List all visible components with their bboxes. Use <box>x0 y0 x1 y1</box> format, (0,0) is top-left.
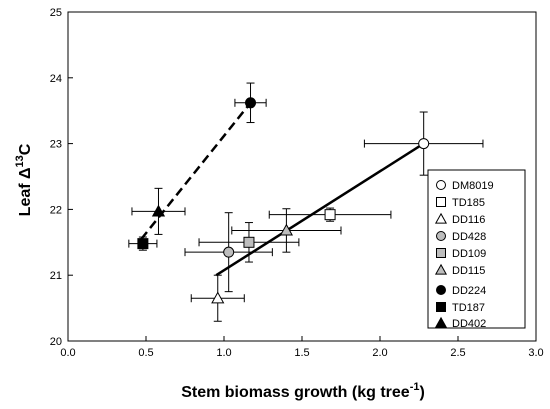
point-TD185 <box>324 209 336 221</box>
legend-items: DM8019 TD185 DD116 DD428 DD109 DD115 DD224 TD18… <box>434 180 494 330</box>
legend-label-DD402: DD402 <box>452 318 486 330</box>
legend-marker-TD187 <box>436 302 446 312</box>
legend-label-DD109: DD109 <box>452 248 486 260</box>
fit-lines <box>140 102 425 277</box>
legend-label-DM8019: DM8019 <box>452 180 494 192</box>
y-tick-label: 24 <box>50 73 62 85</box>
y-axis-title-tail: C <box>17 143 34 155</box>
legend-label-TD185: TD185 <box>452 197 485 209</box>
data-points <box>137 97 430 304</box>
x-axis-title-tail: ) <box>419 384 424 401</box>
y-tick-label: 23 <box>50 139 62 151</box>
x-tick-label: 2.0 <box>372 347 387 359</box>
legend: DM8019 TD185 DD116 DD428 DD109 DD115 DD224 TD18… <box>427 169 526 330</box>
x-tick-label: 1.5 <box>294 347 309 359</box>
point-DD402 <box>151 204 166 217</box>
tick-labels: 0.0 0.5 1.0 1.5 2.0 2.5 3.0 20 21 22 23 24 25 <box>50 7 544 359</box>
point-TD187 <box>137 238 149 250</box>
legend-marker-DD115 <box>434 263 448 275</box>
legend-label-DD428: DD428 <box>452 231 486 243</box>
point-DD428 <box>223 246 235 258</box>
legend-marker-DD428 <box>436 231 446 241</box>
x-axis-title: Stem biomass growth (kg tree-1) <box>181 381 425 401</box>
legend-marker-DD116 <box>434 212 448 224</box>
x-tick-label: 0.5 <box>138 347 153 359</box>
y-axis-title-main: Leaf Δ <box>17 167 34 216</box>
legend-marker-TD185 <box>436 197 446 207</box>
x-tick-label: 2.5 <box>450 347 465 359</box>
legend-label-DD116: DD116 <box>452 214 485 226</box>
legend-label-TD187: TD187 <box>452 302 485 314</box>
x-tick-label: 0.0 <box>60 347 75 359</box>
legend-label-DD115: DD115 <box>452 265 485 277</box>
point-DD109 <box>243 236 255 248</box>
legend-marker-DD402 <box>434 316 448 328</box>
point-DD115 <box>279 223 293 236</box>
y-tick-label: 20 <box>50 336 62 348</box>
legend-marker-DM8019 <box>436 180 446 190</box>
legend-label-DD224: DD224 <box>452 285 486 297</box>
point-DD116 <box>211 291 225 304</box>
x-axis-title-main: Stem biomass growth (kg tree <box>181 384 410 401</box>
x-tick-label: 3.0 <box>528 347 543 359</box>
y-tick-label: 21 <box>50 270 62 282</box>
y-axis-title-sup: 13 <box>14 155 26 167</box>
y-axis-title: Leaf Δ13C <box>14 143 34 216</box>
y-tick-label: 22 <box>50 204 62 216</box>
y-tick-label: 25 <box>50 7 62 19</box>
point-DD224 <box>245 97 257 109</box>
tick-marks <box>67 11 537 342</box>
legend-marker-DD224 <box>436 285 446 295</box>
point-DM8019 <box>418 138 430 150</box>
x-tick-label: 1.0 <box>216 347 231 359</box>
solid-fit-line <box>215 142 425 277</box>
dashed-fit-line <box>140 102 252 240</box>
x-axis-title-sup: -1 <box>410 381 420 393</box>
legend-marker-DD109 <box>436 248 446 258</box>
